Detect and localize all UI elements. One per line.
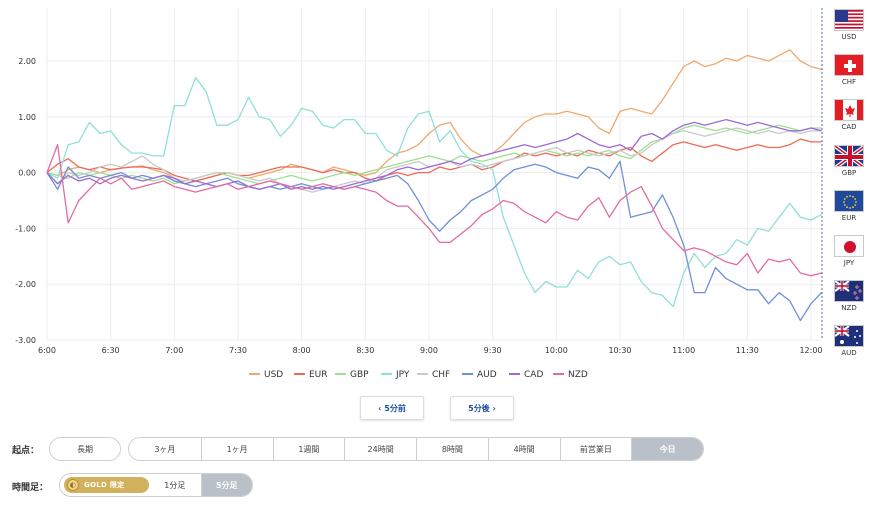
flag-label: EUR [841,214,857,222]
series-line-chf [46,127,822,193]
flag-label: CHF [841,78,857,86]
x-tick-label: 10:00 [545,346,568,355]
next-5min-button[interactable]: 5分後 › [450,396,514,420]
legend-label: AUD [477,370,497,380]
option-5-minute[interactable]: 5分足 [200,474,252,496]
gold-only-label: GOLD 限定 [84,481,125,489]
x-tick-label: 6:30 [102,346,120,355]
option-8-hours[interactable]: 8時間 [416,438,488,460]
legend-label: CHF [432,370,450,380]
x-tick-label: 11:00 [672,346,695,355]
series-line-aud [46,160,823,322]
legend-item-cad[interactable]: CAD [509,370,543,380]
australia-flag-icon [834,325,864,347]
legend-label: USD [264,370,283,380]
option-1-month[interactable]: 1ヶ月 [200,438,273,460]
y-tick-label: -3.00 [15,336,36,345]
option-today[interactable]: 今日 [631,438,703,460]
x-tick-label: 9:30 [484,346,502,355]
us-flag-icon [834,9,864,31]
legend-label: EUR [309,370,328,380]
x-tick-label: 9:00 [420,346,438,355]
japan-flag-icon [834,235,864,257]
legend-item-usd[interactable]: USD [249,370,283,380]
flag-item-nzd[interactable]: NZD [834,280,864,312]
flag-label: JPY [843,259,855,267]
start-point-longterm-group: 長期 [49,437,121,461]
currency-strength-chart: 2.00 1.00 0.00 -1.00 -2.00 -3.00 6:00 6:30 7:00… [15,8,823,380]
chart-grid [46,8,822,341]
legend-item-gbp[interactable]: GBP [335,370,369,380]
start-point-range-group: 3ヶ月 1ヶ月 1週間 24時間 8時間 4時間 前営業日 今日 [128,437,704,461]
y-tick-label: 1.00 [18,113,36,122]
y-tick-label: 2.00 [18,57,36,66]
y-axis: 2.00 1.00 0.00 -1.00 -2.00 -3.00 [15,57,36,345]
x-tick-label: 7:30 [229,346,247,355]
x-axis: 6:00 6:30 7:00 7:30 8:00 8:30 9:00 9:30 10:00 10:… [38,346,823,355]
flag-label: GBP [841,169,857,177]
series-line-gbp [46,124,822,185]
option-1-week[interactable]: 1週間 [272,438,345,460]
y-tick-label: -1.00 [15,224,36,233]
legend-item-chf[interactable]: CHF [417,370,450,380]
flag-label: USD [841,33,857,41]
series-line-nzd [46,144,822,277]
legend-item-eur[interactable]: EUR [294,370,328,380]
legend-item-nzd[interactable]: NZD [553,370,588,380]
flag-label: AUD [841,349,857,357]
x-tick-label: 6:00 [38,346,56,355]
swiss-flag-icon [834,54,864,76]
flag-item-chf[interactable]: CHF [834,54,864,86]
option-previous-business-day[interactable]: 前営業日 [559,438,632,460]
legend-item-aud[interactable]: AUD [462,370,497,380]
prev-5min-button[interactable]: ‹ 5分前 [360,396,424,420]
series-line-cad [46,118,822,190]
legend-label: CAD [524,370,543,380]
legend-item-jpy[interactable]: JPY [381,370,410,380]
timeframe-selector: ◐ GOLD 限定 1分足 5分足 [59,473,253,497]
y-tick-label: 0.00 [18,169,36,178]
series-line-jpy [46,77,822,308]
canada-flag-icon [834,99,864,121]
series-line-eur [46,138,822,182]
option-4-hours[interactable]: 4時間 [487,438,560,460]
flag-item-aud[interactable]: AUD [834,325,864,357]
x-tick-label: 12:00 [799,346,822,355]
chart-legend: USD EUR GBP JPY CHF AUD CAD NZD [249,370,588,380]
y-tick-label: -2.00 [15,280,36,289]
flag-item-gbp[interactable]: GBP [834,145,864,177]
x-tick-label: 8:00 [293,346,311,355]
option-1-minute[interactable]: 1分足 [149,474,201,496]
gold-only-badge: ◐ GOLD 限定 [64,477,150,493]
flag-label: CAD [841,123,857,131]
option-3-months[interactable]: 3ヶ月 [129,438,201,460]
flag-item-usd[interactable]: USD [834,9,864,41]
chart-series [46,49,823,322]
eu-flag-icon [834,190,864,212]
flag-item-jpy[interactable]: JPY [834,235,864,267]
legend-label: NZD [568,370,588,380]
uk-flag-icon [834,145,864,167]
gold-coin-icon: ◐ [67,479,79,491]
flag-label: NZD [841,304,857,312]
x-tick-label: 10:30 [608,346,631,355]
new-zealand-flag-icon [834,280,864,302]
flag-item-eur[interactable]: EUR [834,190,864,222]
x-tick-label: 7:00 [165,346,183,355]
option-24-hours[interactable]: 24時間 [344,438,416,460]
legend-label: JPY [395,370,410,380]
timeframe-label: 時間足： [12,483,49,493]
option-long-term[interactable]: 長期 [50,438,120,460]
flag-item-cad[interactable]: CAD [834,99,864,131]
x-tick-label: 8:30 [356,346,374,355]
x-tick-label: 11:30 [736,346,759,355]
legend-label: GBP [350,370,369,380]
start-point-label: 起点： [12,446,40,456]
